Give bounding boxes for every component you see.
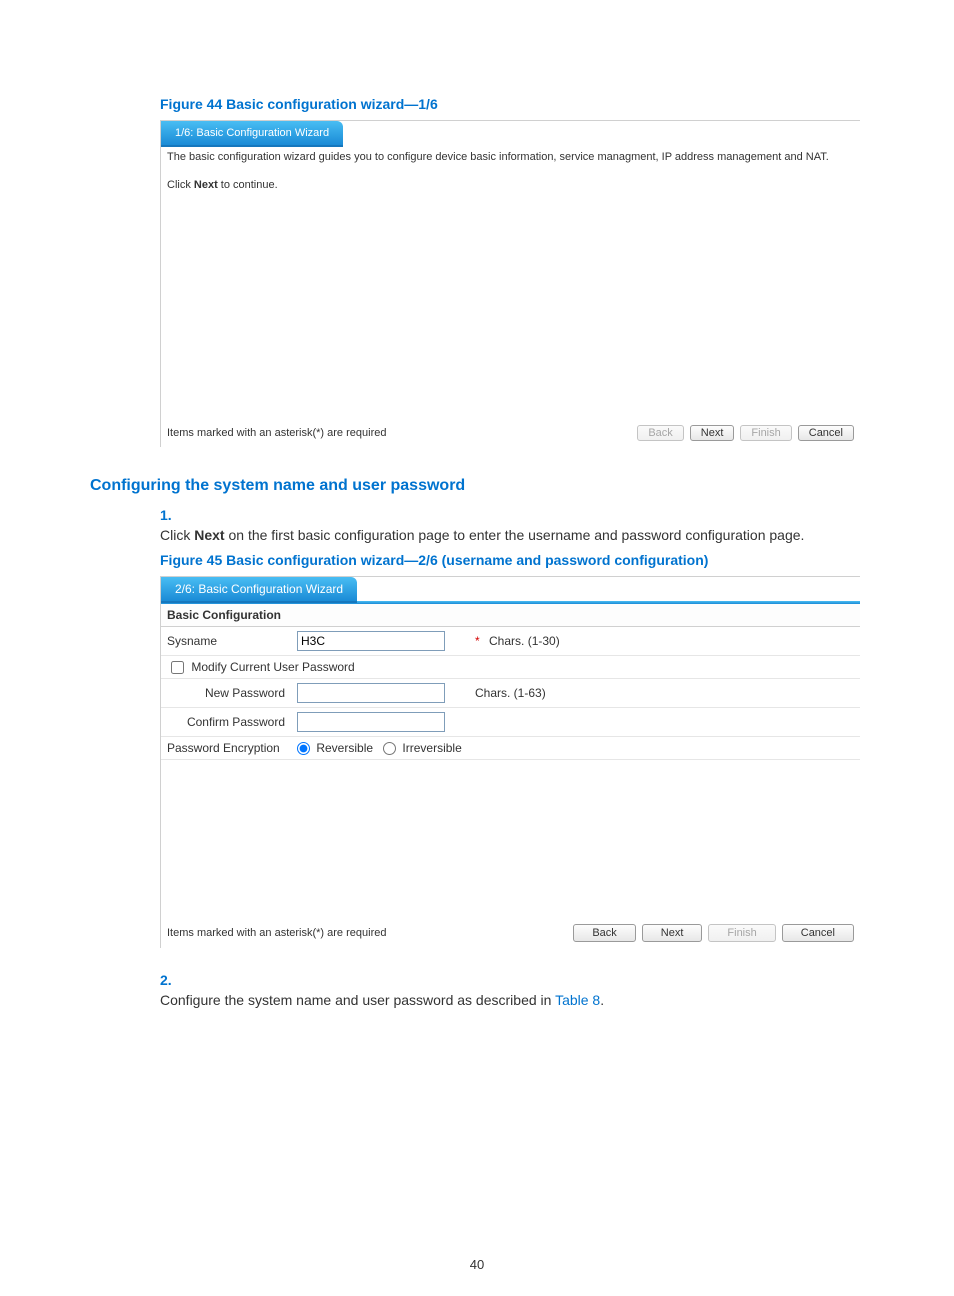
modify-password-checkbox[interactable] [171,661,184,674]
wizard2-back-button[interactable]: Back [573,924,635,942]
new-password-hint: Chars. (1-63) [475,686,546,700]
wizard1-continue-prefix: Click [167,179,194,191]
wizard2-cancel-button[interactable]: Cancel [782,924,854,942]
new-password-input[interactable] [297,683,445,703]
page-number: 40 [0,1257,954,1272]
step1-number: 1. [160,505,186,525]
wizard2-finish-button[interactable]: Finish [708,924,775,942]
step1-line: 1. Click Next on the first basic configu… [160,505,864,546]
wizard2-section-label: Basic Configuration [161,604,860,627]
encryption-irreversible-radio[interactable] [383,742,396,755]
required-star-icon: * [475,634,480,648]
wizard2-form-table: Basic Configuration Sysname * Chars. (1-… [161,604,860,761]
encryption-reversible-radio[interactable] [297,742,310,755]
encryption-label: Password Encryption [161,736,291,759]
wizard-step1-panel: 1/6: Basic Configuration Wizard The basi… [160,120,860,447]
wizard1-finish-button[interactable]: Finish [740,425,791,441]
wizard1-back-button[interactable]: Back [637,425,683,441]
step1-bold: Next [194,527,224,543]
encryption-irreversible-label: Irreversible [402,741,461,755]
new-password-label: New Password [161,678,291,707]
step2-prefix: Configure the system name and user passw… [160,992,555,1008]
sysname-input[interactable] [297,631,445,651]
wizard1-footer-note: Items marked with an asterisk(*) are req… [167,427,386,439]
encryption-reversible-label: Reversible [316,741,373,755]
wizard1-cancel-button[interactable]: Cancel [798,425,854,441]
wizard1-intro-text: The basic configuration wizard guides yo… [167,151,854,163]
wizard2-footer-note: Items marked with an asterisk(*) are req… [167,927,386,939]
step2-suffix: . [600,992,604,1008]
section-heading-config-sysname: Configuring the system name and user pas… [90,477,864,495]
figure44-caption: Figure 44 Basic configuration wizard—1/6 [160,96,864,112]
wizard-step2-panel: 2/6: Basic Configuration Wizard Basic Co… [160,576,860,948]
confirm-password-input[interactable] [297,712,445,732]
sysname-label: Sysname [161,626,291,655]
wizard2-next-button[interactable]: Next [642,924,703,942]
wizard1-next-button[interactable]: Next [690,425,735,441]
confirm-password-label: Confirm Password [161,707,291,736]
sysname-hint: Chars. (1-30) [489,634,560,648]
modify-password-label: Modify Current User Password [191,660,354,674]
wizard1-tab: 1/6: Basic Configuration Wizard [161,121,343,147]
figure45-caption: Figure 45 Basic configuration wizard—2/6… [160,552,864,568]
wizard2-tab: 2/6: Basic Configuration Wizard [161,577,357,603]
step1-suffix: on the first basic configuration page to… [225,527,805,543]
step2-number: 2. [160,970,186,990]
wizard1-continue-bold: Next [194,179,218,191]
wizard1-continue-line: Click Next to continue. [167,179,854,191]
step2-line: 2. Configure the system name and user pa… [160,970,864,1011]
wizard1-continue-suffix: to continue. [218,179,278,191]
table8-link[interactable]: Table 8 [555,992,600,1008]
step1-prefix: Click [160,527,194,543]
